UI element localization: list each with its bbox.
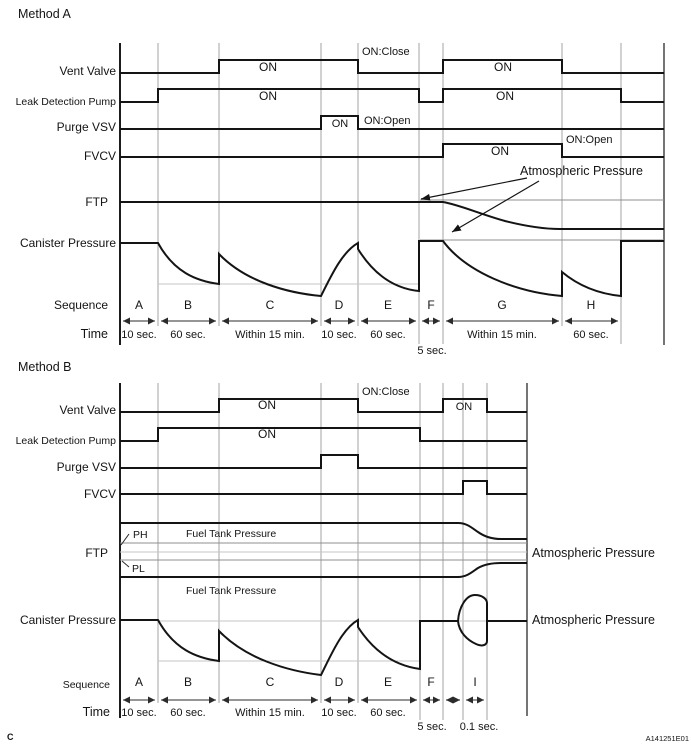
row-label-time-a: Time [81,327,108,341]
time-row-b: 10 sec. 60 sec. Within 15 min. 10 sec. 6… [121,707,498,733]
row-label-ftp-a: FTP [85,195,108,209]
on-label: ON [259,89,277,103]
row-label-leak-detection-pump-a: Leak Detection Pump [16,96,117,108]
time-value: 60 sec. [573,329,608,341]
row-label-purge-vsv-a: Purge VSV [57,120,116,134]
canister-pressure-waveform-a [120,240,664,298]
time-value: 60 sec. [370,329,405,341]
row-label-canister-pressure-a: Canister Pressure [20,236,116,250]
canister-pressure-pulse-b [457,593,488,647]
ftp-high-trace-b [120,522,527,540]
on-label: ON [496,89,514,103]
on-open-label: ON:Open [566,134,612,146]
time-value: Within 15 min. [235,329,305,341]
on-close-label: ON:Close [362,46,410,58]
on-open-label: ON:Open [364,115,410,127]
pl-pointer-tick [121,560,130,568]
sequence-letter: D [335,298,344,312]
sequence-letter: F [427,298,434,312]
ftp-waveform-a [120,201,664,230]
footnote-marker: C [7,732,14,742]
on-label: ON [258,427,276,441]
ph-label: PH [133,529,148,541]
sequence-letter: E [384,675,392,689]
method-b-section: Method B [16,360,655,733]
time-value: 5 sec. [417,345,446,357]
atmospheric-pressure-label-canister-b: Atmospheric Pressure [532,613,655,627]
pl-label: PL [132,563,145,575]
fvcv-waveform-b [120,480,527,495]
canister-pressure-waveform-b [120,618,458,677]
on-label: ON [491,144,509,158]
atmospheric-pressure-label-a: Atmospheric Pressure [520,164,643,178]
vent-valve-waveform-a [120,59,664,74]
time-value: 10 sec. [321,707,356,719]
on-label: ON [259,60,277,74]
time-value: 0.1 sec. [460,721,499,733]
leak-detection-pump-waveform-a [120,88,664,103]
method-a-title: Method A [18,7,71,21]
time-value: 10 sec. [121,329,156,341]
row-label-leak-detection-pump-b: Leak Detection Pump [16,435,117,447]
method-b-title: Method B [18,360,72,374]
time-value: 10 sec. [121,707,156,719]
ph-pointer-tick [120,533,130,546]
on-close-label: ON:Close [362,386,410,398]
row-label-fvcv-a: FVCV [84,149,116,163]
pointer-arrow-ftp [420,177,528,201]
sequence-letter: I [473,675,476,689]
pointer-arrow-canister [451,180,540,233]
sequence-letter: A [135,298,143,312]
sequence-letter: H [587,298,596,312]
sequence-letter: C [266,298,275,312]
on-label: ON [332,118,349,130]
fvcv-waveform-a [120,143,664,158]
time-value: 60 sec. [170,329,205,341]
time-value: Within 15 min. [235,707,305,719]
time-value: 60 sec. [370,707,405,719]
ftp-low-trace-b [120,562,527,578]
method-a-section: Method A Atmospheric Pressure [16,7,665,357]
row-label-vent-valve-b: Vent Valve [60,403,117,417]
purge-vsv-waveform-a [120,115,664,130]
time-value: 10 sec. [321,329,356,341]
figure-code: A141251E01 [646,734,689,743]
row-label-sequence-a: Sequence [54,298,108,312]
sequence-letter: A [135,675,143,689]
sequence-letter: B [184,298,192,312]
purge-vsv-waveform-b [120,454,527,469]
row-label-fvcv-b: FVCV [84,487,116,501]
row-label-purge-vsv-b: Purge VSV [57,460,116,474]
time-row-a: 10 sec. 60 sec. Within 15 min. 10 sec. 6… [121,329,608,357]
sequence-letter: C [266,675,275,689]
fuel-tank-pressure-label: Fuel Tank Pressure [186,528,276,540]
atmospheric-pressure-label-ftp-b: Atmospheric Pressure [532,546,655,560]
leak-detection-pump-waveform-b [120,427,527,442]
fuel-tank-pressure-label: Fuel Tank Pressure [186,585,276,597]
on-label: ON [494,60,512,74]
row-label-ftp-b: FTP [85,546,108,560]
row-label-canister-pressure-b: Canister Pressure [20,613,116,627]
on-label: ON [258,398,276,412]
on-label: ON [456,401,473,413]
sequence-row-a: A B C D E F G H [135,298,595,312]
row-label-time-b: Time [83,705,110,719]
time-value: Within 15 min. [467,329,537,341]
sequence-letter: B [184,675,192,689]
time-value: 60 sec. [170,707,205,719]
sequence-letter: E [384,298,392,312]
time-value: 5 sec. [417,721,446,733]
sequence-row-b: A B C D E F I [135,675,477,689]
sequence-letter: D [335,675,344,689]
vent-valve-waveform-b [120,398,527,413]
row-label-sequence-b: Sequence [63,679,110,691]
row-label-vent-valve-a: Vent Valve [60,64,117,78]
sequence-letter: G [497,298,506,312]
sequence-letter: F [427,675,434,689]
